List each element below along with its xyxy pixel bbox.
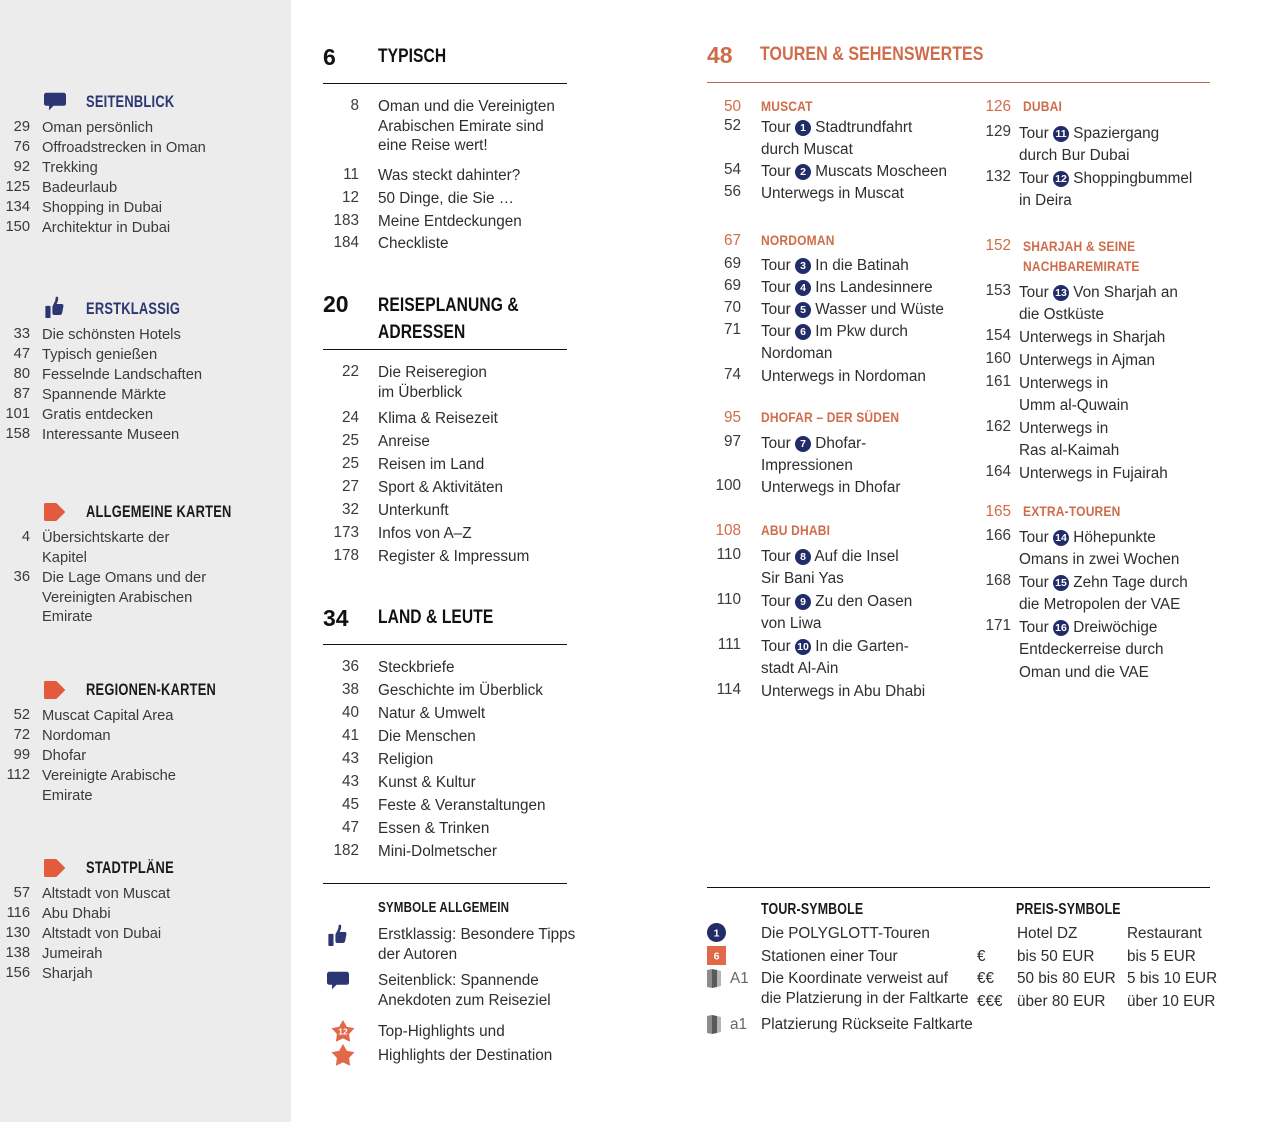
svg-text:12: 12	[338, 1027, 348, 1037]
svg-text:6: 6	[714, 951, 720, 963]
svg-text:1: 1	[714, 928, 720, 940]
